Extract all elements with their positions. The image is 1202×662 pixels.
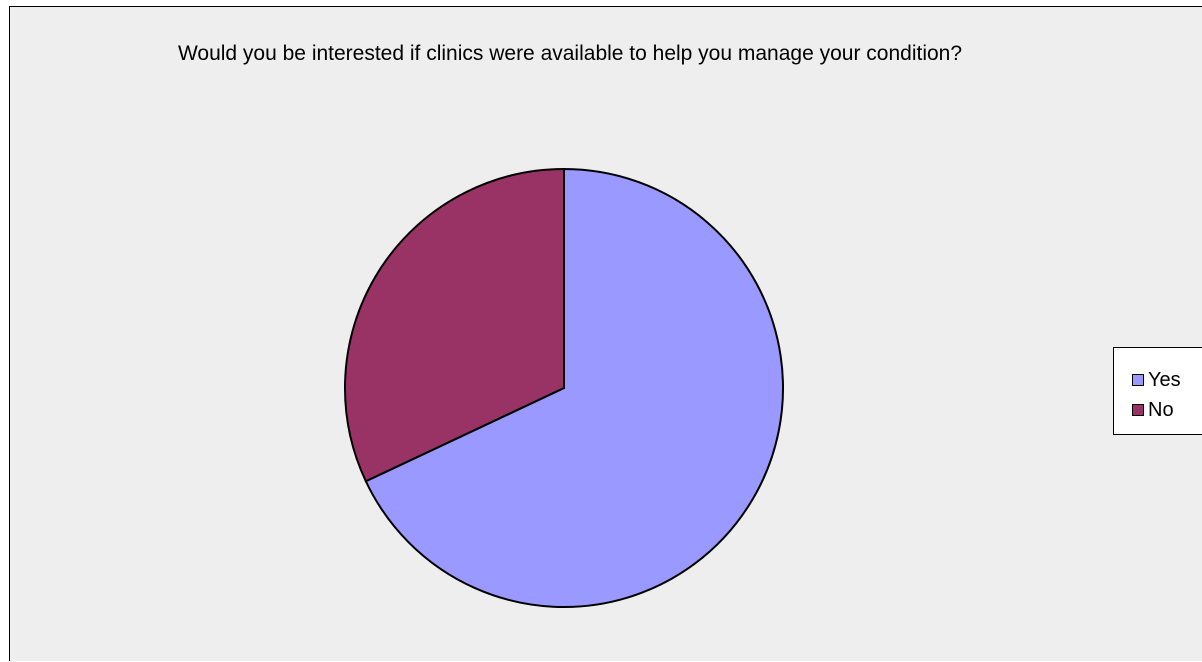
legend-label-yes: Yes xyxy=(1148,368,1181,391)
pie-slice-yes xyxy=(364,167,784,608)
chart-title: Would you be interested if clinics were … xyxy=(177,42,963,65)
legend-swatch-no xyxy=(1132,404,1144,416)
pie-slice-no xyxy=(344,167,565,483)
legend-item-no: No xyxy=(1132,398,1174,422)
legend-label-no: No xyxy=(1148,398,1174,421)
pie-slices xyxy=(344,167,784,608)
legend-swatch-yes xyxy=(1132,374,1144,386)
legend: Yes No xyxy=(1113,347,1202,435)
chart-area: Would you be interested if clinics were … xyxy=(9,6,1202,661)
legend-item-yes: Yes xyxy=(1132,368,1181,392)
pie-chart xyxy=(344,167,784,608)
